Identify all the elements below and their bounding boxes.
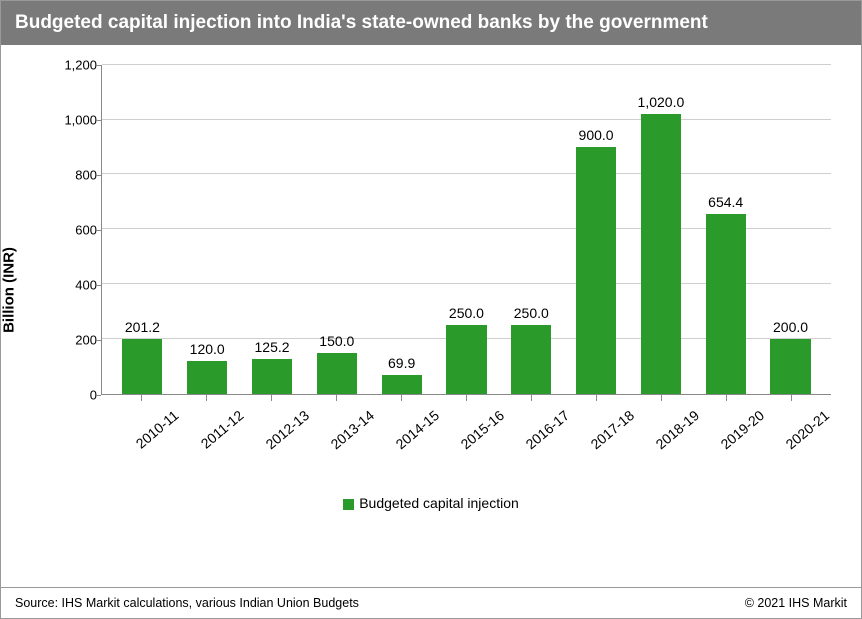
source-text: Source: IHS Markit calculations, various… — [15, 596, 359, 610]
chart-area: Billion (INR) 0 200 400 600 800 1,000 1,… — [1, 45, 861, 535]
x-tick — [596, 395, 597, 401]
bar: 125.2 — [252, 359, 292, 393]
bar-value: 1,020.0 — [638, 94, 685, 110]
legend-label: Budgeted capital injection — [359, 495, 519, 511]
bar: 1,020.0 — [641, 114, 681, 394]
bar: 250.0 — [446, 325, 486, 394]
bar-value: 250.0 — [514, 305, 549, 321]
bar-value: 654.4 — [708, 194, 743, 210]
bar: 654.4 — [706, 214, 746, 393]
y-tick-label: 200 — [59, 332, 97, 347]
y-axis-label: Billion (INR) — [1, 247, 18, 333]
x-tick — [531, 395, 532, 401]
x-tick — [726, 395, 727, 401]
legend-swatch — [343, 499, 354, 510]
y-tick-label: 1,000 — [59, 112, 97, 127]
bar-value: 200.0 — [773, 319, 808, 335]
x-tick — [206, 395, 207, 401]
bar-value: 125.2 — [254, 339, 289, 355]
y-tick-label: 800 — [59, 167, 97, 182]
x-tick — [271, 395, 272, 401]
x-tick — [401, 395, 402, 401]
x-tick-label: 2020-21 — [782, 407, 832, 452]
bar-value: 150.0 — [319, 333, 354, 349]
x-tick — [141, 395, 142, 401]
bar: 69.9 — [382, 375, 422, 394]
x-tick — [661, 395, 662, 401]
x-tick — [791, 395, 792, 401]
copyright-text: © 2021 IHS Markit — [745, 596, 847, 610]
bar: 120.0 — [187, 361, 227, 394]
plot-area: 201.2 120.0 125.2 150.0 69.9 250.0 250.0… — [101, 65, 831, 395]
y-tick-label: 600 — [59, 222, 97, 237]
bar-value: 120.0 — [190, 341, 225, 357]
bar-value: 900.0 — [579, 127, 614, 143]
x-labels: 2010-11 2011-12 2012-13 2013-14 2014-15 … — [101, 401, 831, 481]
chart-title: Budgeted capital injection into India's … — [1, 1, 861, 45]
bar-value: 201.2 — [125, 319, 160, 335]
x-tick — [336, 395, 337, 401]
bar: 150.0 — [317, 353, 357, 394]
y-tick — [96, 395, 101, 396]
y-tick-label: 400 — [59, 277, 97, 292]
bar: 900.0 — [576, 147, 616, 394]
bar: 201.2 — [122, 339, 162, 394]
bar-value: 69.9 — [388, 355, 415, 371]
bar: 250.0 — [511, 325, 551, 394]
legend: Budgeted capital injection — [1, 495, 861, 511]
y-tick-label: 1,200 — [59, 57, 97, 72]
bar-value: 250.0 — [449, 305, 484, 321]
bars-container: 201.2 120.0 125.2 150.0 69.9 250.0 250.0… — [102, 65, 831, 394]
x-tick — [466, 395, 467, 401]
y-tick-label: 0 — [59, 387, 97, 402]
footer: Source: IHS Markit calculations, various… — [1, 587, 861, 618]
bar: 200.0 — [770, 339, 810, 394]
